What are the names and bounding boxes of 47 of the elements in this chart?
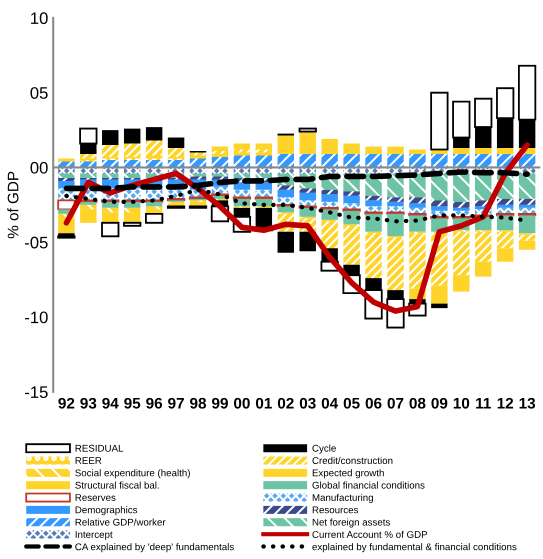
x-tick-label: 01: [256, 398, 272, 409]
legend-label: Global financial conditions: [312, 482, 425, 489]
legend-label: Structural fiscal bal.: [75, 482, 159, 489]
legend-label: explained by fundamental & financial conditions: [312, 543, 516, 552]
x-tick-label: 04: [322, 398, 338, 409]
y-tick-label: -15: [25, 386, 48, 398]
x-tick-label: 10: [454, 398, 470, 409]
x-tick-label: 94: [102, 398, 119, 409]
legend-label: Current Account % of GDP: [312, 530, 428, 538]
x-tick-label: 96: [146, 398, 162, 409]
legend-label: CA explained by 'deep' fundamentals: [75, 543, 234, 552]
legend-label: Demographics: [76, 506, 138, 516]
x-tick-label: 97: [168, 398, 184, 409]
x-tick-label: 06: [366, 398, 382, 409]
legend-label: Credit/construction: [312, 456, 392, 464]
legend-label: Net foreign assets: [312, 518, 390, 528]
x-tick-label: 92: [58, 398, 74, 409]
y-tick-label: 00: [30, 162, 48, 174]
x-tick-label: 08: [410, 398, 426, 409]
legend-label: RESIDUAL: [76, 444, 124, 452]
x-tick-label: 93: [80, 398, 96, 409]
legend-label: Manufacturing: [312, 494, 373, 503]
x-tick-label: 12: [498, 398, 514, 408]
x-tick-label: 07: [388, 398, 404, 409]
y-axis-title: % of GDP: [7, 172, 18, 238]
x-tick-label: 11: [476, 398, 491, 408]
x-tick-label: 03: [300, 398, 316, 409]
x-tick-label: 05: [344, 398, 360, 409]
x-tick-label: 99: [212, 398, 228, 409]
legend-label: Reserves: [76, 494, 116, 501]
x-tick-label: 00: [234, 398, 250, 409]
legend-label: Resources: [312, 506, 358, 514]
y-tick-label: -10: [25, 311, 48, 324]
legend-label: Expected growth: [312, 469, 384, 478]
legend-label: REER: [76, 457, 102, 464]
x-tick-label: 09: [431, 398, 448, 409]
legend-label: Relative GDP/worker: [76, 518, 166, 526]
legend-label: Intercept: [76, 531, 113, 540]
y-tick-label: 10: [31, 12, 48, 24]
y-tick-label: 05: [30, 87, 48, 99]
legend-label: Social expenditure (health): [75, 469, 190, 478]
x-tick-label: 13: [520, 398, 536, 409]
legend-label: Cycle: [312, 444, 336, 454]
x-tick-label: 98: [190, 398, 206, 409]
y-tick-label: -05: [25, 236, 48, 248]
x-tick-label: 02: [278, 398, 294, 409]
x-tick-label: 95: [124, 398, 140, 409]
